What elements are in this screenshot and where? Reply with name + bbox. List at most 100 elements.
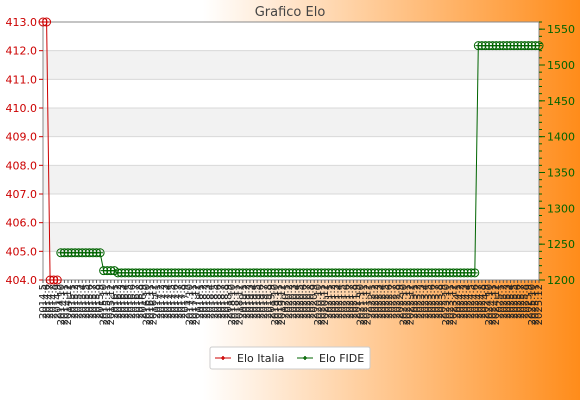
x-axis-tick-label: 2022.12 [406, 284, 417, 325]
legend-swatch-marker [221, 356, 225, 360]
x-axis-tick-label: 2024.6 [470, 284, 481, 319]
x-axis-tick-label: 2025.5 [509, 284, 520, 319]
x-axis-tick-label: 2024.1 [452, 284, 463, 319]
x-axis-tick-label: 2025.7 [516, 284, 527, 319]
x-axis-tick-label: 2020.2 [284, 284, 295, 319]
x-axis-tick-label: 2022.3 [373, 284, 384, 319]
x-axis-tick-label: 2015.10 [99, 284, 110, 325]
x-axis-tick-label: 2023.8 [434, 284, 445, 319]
x-axis-tick-label: 2025.11 [530, 284, 541, 325]
data-point-marker [534, 41, 544, 51]
x-axis-tick-label: 2025.8 [520, 284, 531, 319]
x-axis-tick-label: 2018.1 [195, 284, 206, 319]
x-axis-tick-label: 2021.1 [323, 284, 334, 319]
x-axis-tick-label: 2015.1 [67, 284, 78, 319]
x-axis-tick-label: 2019.3 [245, 284, 256, 319]
x-axis-tick-label: 2020.12 [320, 284, 331, 325]
x-axis-tick-label: 2014.6 [42, 284, 53, 319]
x-axis-tick-label: 2014.11 [59, 284, 70, 325]
x-axis-tick-label: 2021.10 [356, 284, 367, 325]
x-axis-tick-label: 2017.3 [159, 284, 170, 319]
legend-label: Elo Italia [237, 352, 284, 365]
data-point-marker [95, 248, 105, 258]
x-axis-tick-label: 2018.3 [202, 284, 213, 319]
x-axis-tick-label: 2021.3 [331, 284, 342, 319]
x-axis-tick-label: 2025.4 [505, 284, 516, 319]
x-axis-tick-label: 2017.4 [163, 284, 174, 319]
x-axis-tick-label: 2015.3 [74, 284, 85, 319]
x-axis-tick-label: 2023.6 [427, 284, 438, 319]
chart-title: Grafico Elo [255, 5, 326, 20]
x-axis-tick-label: 2014.9 [52, 284, 63, 319]
x-axis-tick-label: 2020.7 [302, 284, 313, 319]
x-axis-tick-label: 2018.6 [213, 284, 224, 319]
left-axis-tick-label: 408.0 [6, 159, 38, 172]
x-axis-tick-label: 2023.11 [445, 284, 456, 325]
x-axis-tick-label: 2019.6 [256, 284, 267, 319]
x-axis-tick-label: 2015.2 [70, 284, 81, 319]
x-axis-tick-label: 2017.7 [174, 284, 185, 319]
right-axis-tick-label: 1450 [547, 95, 575, 108]
x-axis-tick-label: 2021.11 [359, 284, 370, 325]
x-axis-tick-label: 2022.10 [398, 284, 409, 325]
x-axis-tick-label: 2021.12 [363, 284, 374, 325]
right-axis-tick-label: 1350 [547, 167, 575, 180]
legend-box [209, 346, 371, 370]
x-axis-tick-label: 2019.12 [277, 284, 288, 325]
right-axis-tick-label: 1500 [547, 59, 575, 72]
x-axis-tick-label: 2025.9 [523, 284, 534, 319]
right-axis-tick-label: 1300 [547, 202, 575, 215]
plot-band [43, 165, 539, 194]
x-axis-tick-label: 2019.5 [252, 284, 263, 319]
data-point [95, 248, 105, 258]
x-axis-tick-label: 2024.9 [480, 284, 491, 319]
x-axis-tick-label: 2022.9 [395, 284, 406, 319]
data-point [470, 268, 480, 278]
x-axis-tick-label: 2024.11 [488, 284, 499, 325]
right-axis-tick-label: 1250 [547, 238, 575, 251]
right-axis-tick-label: 1550 [547, 23, 575, 36]
x-axis-tick-label: 2016.9 [138, 284, 149, 319]
x-axis-tick-label: 2018.11 [231, 284, 242, 325]
x-axis-tick-label: 2021.6 [341, 284, 352, 319]
x-axis-tick-label: 2017.11 [188, 284, 199, 325]
x-axis-tick-label: 2023.1 [409, 284, 420, 319]
x-axis-tick-label: 2019.8 [263, 284, 274, 319]
x-axis-tick-label: 2016.2 [113, 284, 124, 319]
data-point [534, 41, 544, 51]
x-axis-tick-label: 2021.8 [348, 284, 359, 319]
x-axis-tick-label: 2022.4 [377, 284, 388, 319]
x-axis-tick-label: 2017.8 [177, 284, 188, 319]
x-axis-tick-label: 2023.10 [441, 284, 452, 325]
x-axis-tick-label: 2017.12 [191, 284, 202, 325]
x-axis-tick-label: 2023.7 [431, 284, 442, 319]
x-axis-tick-label: 2015.7 [88, 284, 99, 319]
x-axis-tick-label: 2023.2 [413, 284, 424, 319]
x-axis-tick-label: 2024.8 [477, 284, 488, 319]
data-point-marker [52, 275, 62, 285]
right-axis-tick-label: 1400 [547, 131, 575, 144]
x-axis-tick-label: 2018.4 [206, 284, 217, 319]
x-axis-tick-label: 2016.7 [131, 284, 142, 319]
left-axis-tick-label: 407.0 [6, 188, 38, 201]
data-point-cross [536, 42, 542, 49]
x-axis-tick-label: 2019.11 [274, 284, 285, 325]
plot-band [43, 222, 539, 252]
right-axis-tick-label: 1200 [547, 274, 575, 287]
x-axis-tick-label: 2025.6 [513, 284, 524, 319]
left-axis-tick-label: 405.0 [6, 245, 38, 258]
x-axis-tick-label: 2019.10 [270, 284, 281, 325]
x-axis-tick-label: 2021.2 [327, 284, 338, 319]
x-axis-tick-label: 2018.2 [199, 284, 210, 319]
x-axis-tick-label: 2016.8 [134, 284, 145, 319]
x-axis-tick-label: 2024.4 [463, 284, 474, 319]
x-axis-tick-label: 2022.8 [391, 284, 402, 319]
x-axis-tick-label: 2025.1 [495, 284, 506, 319]
x-axis-tick-label: 2015.5 [81, 284, 92, 319]
x-axis-tick-label: 2016.11 [145, 284, 156, 325]
x-axis-tick-label: 2021.9 [352, 284, 363, 319]
x-axis-tick-label: 2024.2 [455, 284, 466, 319]
x-axis-tick-label: 2020.10 [313, 284, 324, 325]
x-axis-tick-label: 2023.5 [423, 284, 434, 319]
x-axis-tick-label: 2017.1 [152, 284, 163, 319]
